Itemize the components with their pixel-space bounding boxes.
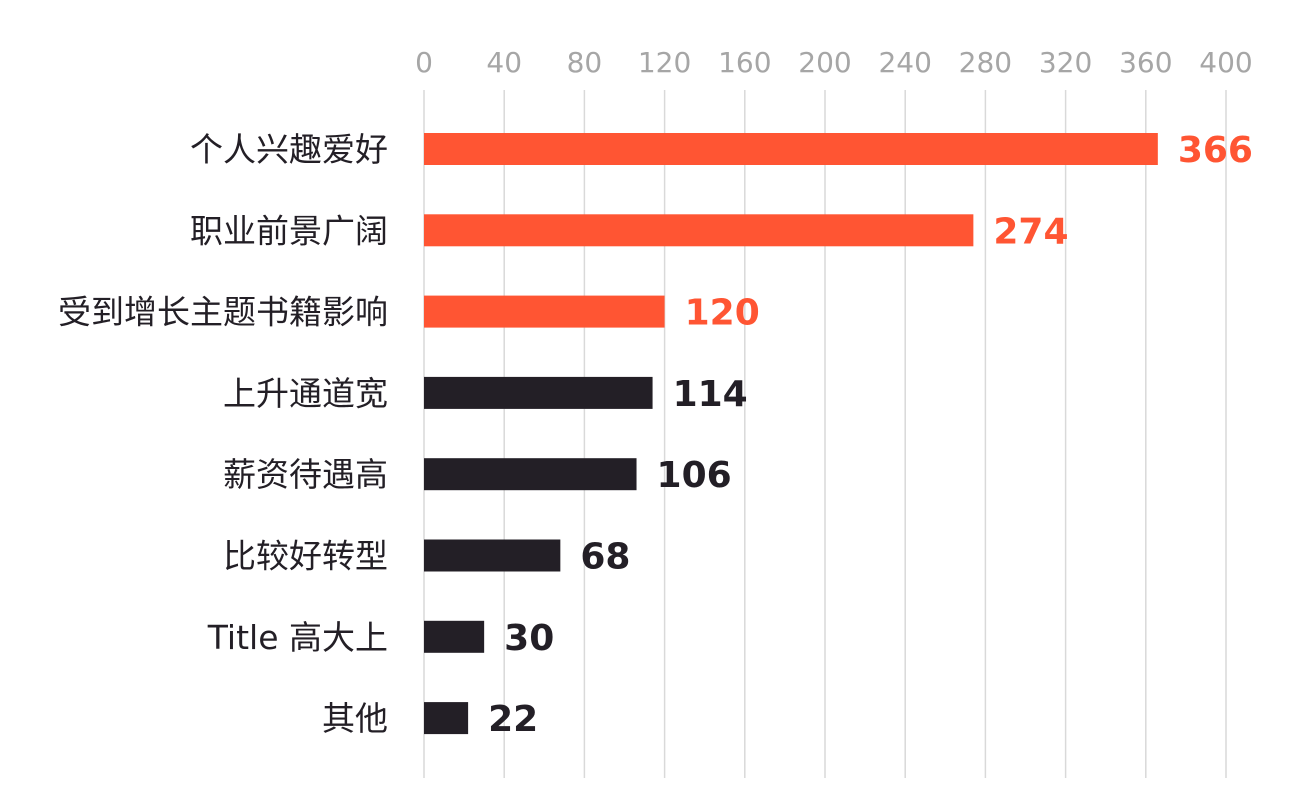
- x-tick-label: 200: [798, 46, 851, 79]
- x-tick-label: 160: [718, 46, 771, 79]
- category-label: Title 高大上: [207, 618, 388, 657]
- x-tick-label: 0: [415, 46, 433, 79]
- category-label: 薪资待遇高: [223, 455, 388, 494]
- category-label: 其他: [322, 699, 388, 738]
- bar: [424, 620, 485, 653]
- category-label: 个人兴趣爱好: [190, 130, 388, 169]
- bar: [424, 214, 974, 247]
- bars: [424, 133, 1158, 735]
- x-tick-label: 240: [878, 46, 931, 79]
- data-label: 22: [488, 699, 538, 740]
- gridlines: [423, 90, 1227, 778]
- bar: [424, 539, 561, 572]
- x-tick-label: 80: [567, 46, 603, 79]
- x-tick-label: 40: [486, 46, 522, 79]
- bar: [424, 376, 653, 409]
- bar: [424, 133, 1158, 165]
- data-label: 68: [580, 537, 630, 578]
- bar: [424, 702, 469, 735]
- data-label: 30: [504, 618, 554, 659]
- data-label: 274: [993, 211, 1068, 252]
- category-label: 上升通道宽: [223, 374, 388, 413]
- x-tick-label: 320: [1039, 46, 1092, 79]
- x-tick-label: 400: [1199, 46, 1252, 79]
- category-label: 职业前景广阔: [190, 211, 388, 250]
- category-label: 比较好转型: [223, 537, 388, 576]
- value-labels: 366 274 120 114 106 68 30 22: [488, 130, 1253, 740]
- data-label: 106: [657, 455, 732, 496]
- bar: [424, 295, 665, 328]
- x-tick-label: 120: [638, 46, 691, 79]
- data-label: 366: [1178, 130, 1253, 171]
- category-label: 受到增长主题书籍影响: [58, 293, 388, 332]
- x-axis-ticks: 0 40 80 120 160 200 240 280 320 360 400: [415, 46, 1253, 79]
- data-label: 114: [673, 374, 748, 415]
- bar: [424, 458, 637, 491]
- x-tick-label: 360: [1119, 46, 1172, 79]
- x-tick-label: 280: [959, 46, 1012, 79]
- data-label: 120: [685, 293, 760, 334]
